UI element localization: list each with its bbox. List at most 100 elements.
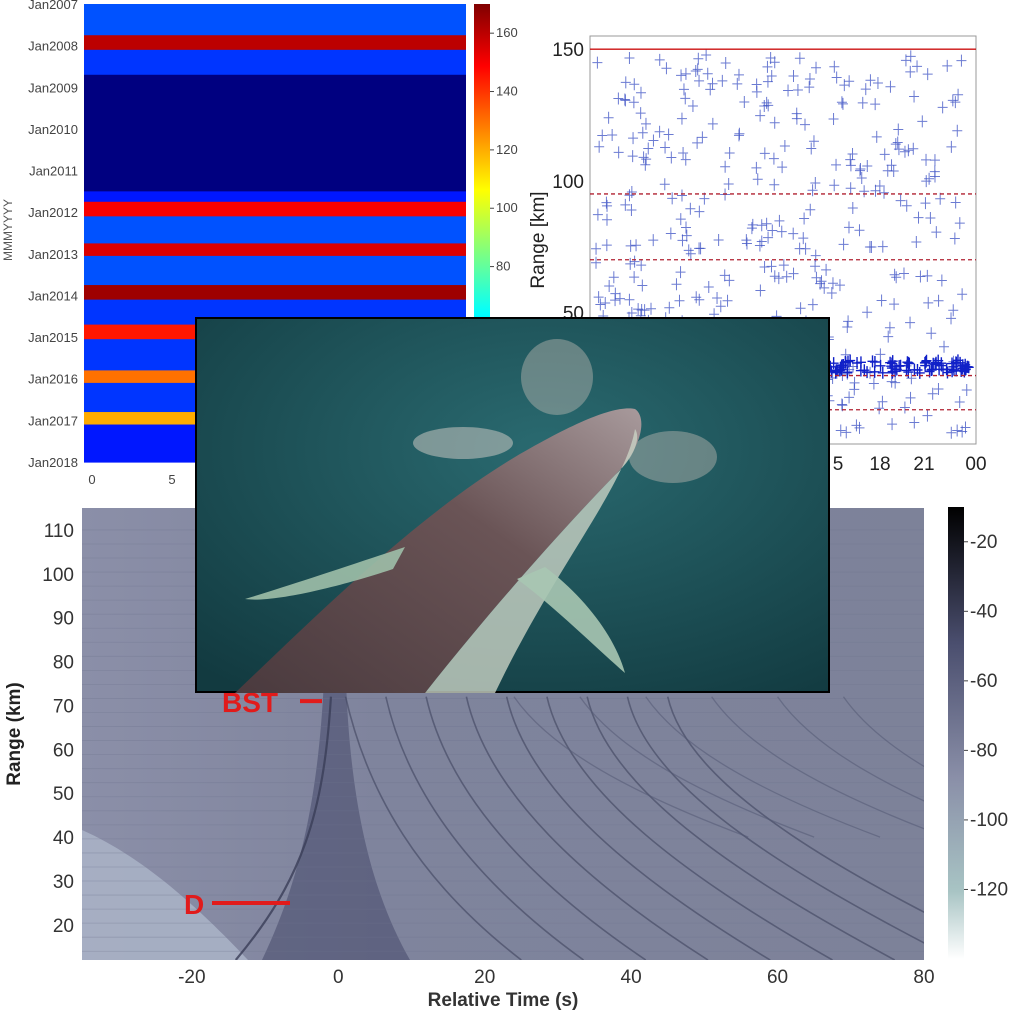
scatter-point: [854, 224, 865, 237]
scatter-point: [885, 356, 896, 369]
scatter-point: [766, 260, 777, 273]
scatter-point: [694, 293, 705, 306]
scatter-point: [687, 99, 698, 112]
heatmap-band: [84, 285, 466, 301]
annotation-label: D: [184, 889, 204, 920]
heatmap-band: [84, 243, 466, 257]
scatter-point: [899, 401, 910, 414]
arrival-curve: [425, 696, 647, 960]
colorbar-tick-label: -100: [970, 810, 1008, 831]
scatter-point: [804, 73, 815, 86]
scatter-point: [838, 238, 849, 251]
scatter-point: [699, 192, 710, 205]
scatter-point: [777, 161, 788, 174]
scatter-point: [654, 53, 665, 66]
scatter-point: [903, 144, 914, 157]
scatter-point: [792, 84, 803, 97]
spray-top: [521, 339, 593, 415]
scatter-point: [625, 257, 636, 270]
scatter-point: [923, 296, 934, 309]
scatter-point: [774, 214, 785, 227]
scatter-point: [664, 301, 675, 314]
scatter-point: [693, 52, 704, 65]
arrival-curve: [385, 696, 585, 960]
scatter-point: [936, 274, 947, 287]
heatmap-xtick-label: 5: [168, 472, 175, 487]
scatter-point: [887, 355, 898, 368]
scatter-point: [794, 242, 805, 255]
scatter-point: [713, 234, 724, 247]
scatter-point: [628, 132, 639, 145]
scatter-point: [857, 96, 868, 109]
spray-right: [629, 431, 717, 483]
arrival-curve: [546, 696, 833, 960]
scatter-point: [759, 260, 770, 273]
scatter-point: [889, 268, 900, 281]
arrival-curve: [842, 696, 924, 768]
scatter-point: [843, 221, 854, 234]
scatter-point: [755, 109, 766, 122]
scatter-point: [717, 74, 728, 87]
arrival-curve: [666, 696, 924, 914]
scatter-point: [903, 356, 914, 369]
range-time-ytick-label: 100: [42, 565, 74, 586]
scatter-point: [637, 279, 648, 292]
scatter-point: [690, 64, 701, 77]
scatter-point: [603, 111, 614, 124]
scatter-point: [912, 363, 923, 376]
arrival-curve: [711, 696, 924, 830]
scatter-point: [905, 316, 916, 329]
scatter-point: [942, 366, 953, 379]
scatter-point: [860, 83, 871, 96]
scatter-point: [624, 189, 635, 202]
scatter-point: [953, 88, 964, 101]
scatter-point: [773, 272, 784, 285]
scatter-point: [661, 62, 672, 75]
scatter-point: [917, 115, 928, 128]
scatter-point: [694, 242, 705, 255]
scatter-point: [733, 129, 744, 142]
scatter-point: [895, 194, 906, 207]
scatter-point: [620, 198, 631, 211]
scatter-point: [601, 196, 612, 209]
scatter-point: [694, 74, 705, 87]
scatter-xtick-label: 21: [913, 454, 934, 475]
scatter-point: [930, 356, 941, 369]
scatter-point: [791, 107, 802, 120]
spray-left: [413, 427, 513, 459]
scatter-point: [883, 330, 894, 343]
range-time-ytick-label: 80: [53, 653, 74, 674]
scatter-point: [893, 123, 904, 136]
scatter-point: [911, 236, 922, 249]
scatter-xtick-label: 00: [965, 454, 986, 475]
colorbar-tick-label: -80: [970, 740, 997, 761]
scatter-point: [674, 294, 685, 307]
scatter-point: [799, 212, 810, 225]
scatter-point: [862, 159, 873, 172]
scatter-point: [746, 222, 757, 235]
scatter-point: [847, 201, 858, 214]
scatter-point: [591, 242, 602, 255]
scatter-point: [681, 229, 692, 242]
heatmap-band: [84, 4, 466, 36]
scatter-point: [715, 300, 726, 313]
scatter-point: [788, 227, 799, 240]
colorbar-tick-label: 160: [496, 25, 518, 40]
scatter-point: [915, 270, 926, 283]
scatter-point: [892, 136, 903, 149]
scatter-point: [593, 291, 604, 304]
heatmap-ytick-label: Jan2011: [29, 164, 78, 179]
scatter-point: [701, 48, 712, 61]
scatter-point: [763, 231, 774, 244]
scatter-point: [845, 159, 856, 172]
whale-flipper-right: [517, 567, 625, 673]
colorbar-tick-label: 140: [496, 84, 518, 99]
colorbar-tick-label: 80: [496, 259, 510, 274]
scatter-point: [640, 117, 651, 130]
heatmap-band: [84, 35, 466, 51]
scatter-point: [591, 256, 602, 269]
scatter-point: [636, 259, 647, 272]
scatter-point: [643, 142, 654, 155]
scatter-point: [629, 255, 640, 268]
scatter-point: [659, 178, 670, 191]
